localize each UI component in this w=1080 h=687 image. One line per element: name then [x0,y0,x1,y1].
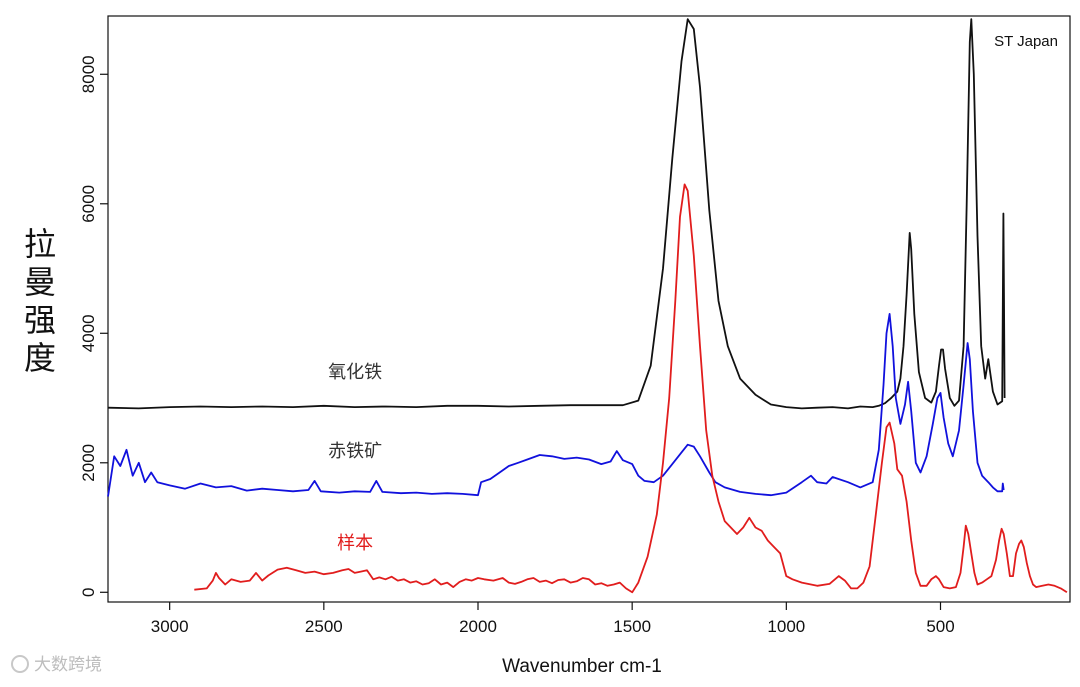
series-line-1 [107,18,1006,410]
watermark-logo-icon [11,655,29,673]
annotation-text: ST Japan [994,33,1058,50]
x-tick-label: 500 [926,617,954,636]
watermark: 大数跨境 [11,655,102,675]
series-line-2 [107,313,1005,497]
x-tick-label: 3000 [151,617,189,636]
y-tick-label: 8000 [79,55,98,93]
x-tick-label: 2500 [305,617,343,636]
x-tick-label: 1500 [613,617,651,636]
x-tick-label: 2000 [459,617,497,636]
y-axis-title-char: 强 [24,301,56,339]
plot-frame [107,15,1071,603]
series-label-3: 样本 [337,533,373,554]
x-axis-title: Wavenumber cm-1 [502,656,662,677]
y-tick-label: 2000 [79,444,98,482]
y-tick-label: 0 [79,588,98,597]
y-axis-title-char: 拉 [24,225,56,263]
y-tick-label: 6000 [79,185,98,223]
x-tick-label: 1000 [767,617,805,636]
series-label-1: 氧化铁 [328,362,382,383]
y-tick-label: 4000 [79,314,98,352]
watermark-text: 大数跨境 [34,655,102,675]
y-axis-title-char: 曼 [24,263,56,301]
series-lines [107,18,1068,594]
series-line-3 [194,183,1068,594]
y-axis-title-char: 度 [24,339,56,377]
axes: 3000 2500 2000 1500 1000 500 0 2000 4000 6000 8000 [79,15,1071,636]
series-label-2: 赤铁矿 [328,441,382,462]
